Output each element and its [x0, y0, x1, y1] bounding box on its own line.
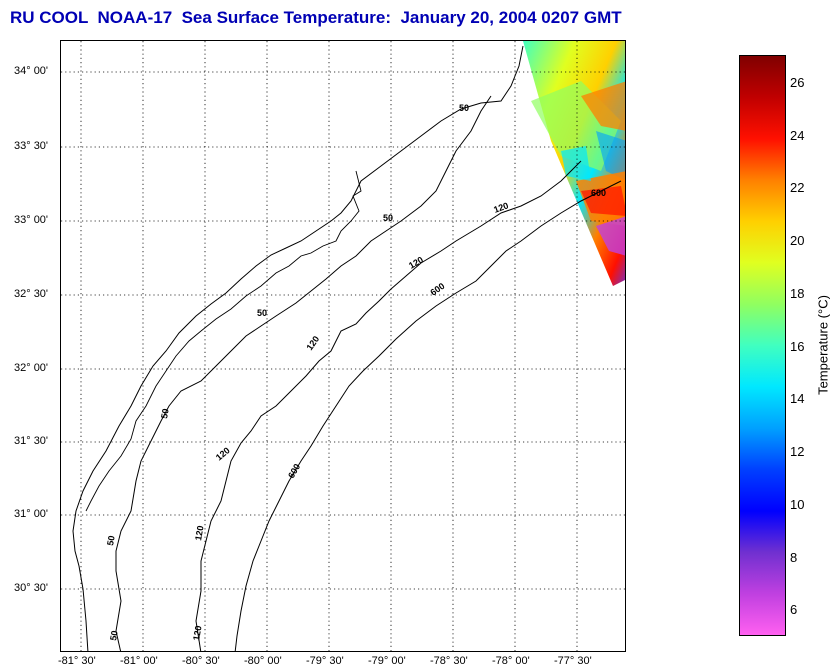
temperature-colorbar: [739, 55, 786, 636]
lon-label: -80° 30': [182, 655, 220, 667]
lon-label: -78° 00': [492, 655, 530, 667]
colorbar-tick: 26: [790, 75, 805, 90]
colorbar-tick: 16: [790, 339, 805, 354]
lon-label: -81° 30': [58, 655, 96, 667]
isobath-600: [234, 180, 622, 651]
lat-label: 34° 00': [14, 65, 49, 77]
colorbar-tick: 20: [790, 233, 805, 248]
colorbar-tick: 10: [790, 497, 805, 512]
lat-label: 33° 00': [14, 214, 49, 226]
svg-text:50: 50: [257, 308, 267, 318]
colorbar-tick: 6: [790, 602, 798, 617]
lon-label: -79° 30': [306, 655, 344, 667]
svg-text:50: 50: [159, 408, 171, 420]
lat-label: 30° 30': [14, 582, 49, 594]
lat-label: 31° 30': [14, 435, 49, 447]
svg-text:600: 600: [286, 462, 302, 480]
svg-text:120: 120: [193, 525, 205, 542]
colorbar-tick: 14: [790, 391, 805, 406]
map-title: RU COOL NOAA-17 Sea Surface Temperature:…: [10, 8, 622, 27]
svg-text:50: 50: [383, 213, 393, 223]
lon-label: -77° 30': [554, 655, 592, 667]
lat-label: 33° 30': [14, 140, 49, 152]
coastline: [72, 45, 524, 651]
colorbar-tick: 24: [790, 128, 805, 143]
lat-label: 31° 00': [14, 508, 49, 520]
colorbar-title: Temperature (°C): [815, 295, 831, 395]
colorbar-tick: 18: [790, 286, 805, 301]
lat-label: 32° 00': [14, 362, 49, 374]
sst-swath: [523, 41, 625, 286]
lon-label: -78° 30': [430, 655, 468, 667]
colorbar-tick: 12: [790, 444, 805, 459]
lon-label: -80° 00': [244, 655, 282, 667]
isobath-120: [195, 160, 582, 651]
lon-label: -81° 00': [120, 655, 158, 667]
map-canvas: 50 50 50 50 50 50 120 120 120 120 120 12…: [61, 41, 625, 651]
svg-text:50: 50: [459, 103, 469, 113]
svg-text:120: 120: [304, 334, 321, 352]
svg-text:120: 120: [407, 255, 425, 271]
colorbar-tick: 22: [790, 180, 805, 195]
isobath-50: [115, 95, 492, 651]
svg-text:600: 600: [591, 188, 606, 198]
sst-map: 50 50 50 50 50 50 120 120 120 120 120 12…: [60, 40, 626, 652]
svg-text:120: 120: [191, 625, 203, 642]
svg-text:120: 120: [492, 200, 510, 215]
lat-label: 32° 30': [14, 288, 49, 300]
contour-labels: 50 50 50 50 50 50 120 120 120 120 120 12…: [105, 103, 606, 641]
lat-lon-grid: [61, 41, 625, 651]
colorbar-tick: 8: [790, 550, 798, 565]
svg-text:50: 50: [108, 630, 120, 642]
svg-text:120: 120: [214, 445, 232, 462]
svg-text:50: 50: [105, 535, 117, 547]
lon-label: -79° 00': [368, 655, 406, 667]
